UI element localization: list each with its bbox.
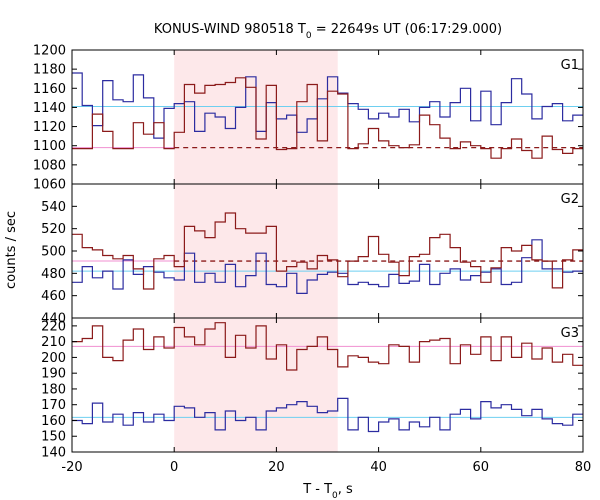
g1-y-tick-label: 1180 (33, 63, 66, 78)
g3-blue-series (72, 397, 583, 433)
x-axis-label-suffix: , s (338, 482, 353, 497)
g3-y-tick-label: 150 (41, 430, 66, 445)
g3-y-tick-label: 170 (41, 398, 66, 413)
x-tick-label: 60 (473, 460, 490, 475)
x-axis-label: T - T0, s (302, 482, 353, 500)
g1-y-tick-label: 1160 (33, 82, 66, 97)
g2-y-tick-label: 460 (41, 289, 66, 304)
chart-title-sub: 0 (306, 31, 312, 41)
g3-y-tick-label: 180 (41, 382, 66, 397)
x-tick-label: 40 (370, 460, 387, 475)
panel-label-g1: G1 (561, 58, 579, 73)
g3-red-series (72, 322, 583, 371)
g3-y-tick-label: 140 (41, 446, 66, 461)
g2-y-tick-label: 480 (41, 267, 66, 282)
chart-title-suffix: = 22649s UT (06:17:29.000) (312, 22, 502, 37)
x-tick-label: 80 (575, 460, 592, 475)
panel-label-g3: G3 (561, 326, 579, 341)
chart-title: KONUS-WIND 980518 T0 = 22649s UT (06:17:… (154, 22, 502, 41)
x-tick-label: -20 (61, 460, 82, 475)
g1-y-tick-label: 1200 (33, 44, 66, 59)
g1-blue-series (72, 72, 583, 139)
plot-layer: 1060 1080 1100 1120 1140 1160 1180 1200 G1 440 460… (33, 44, 591, 476)
g2-y-tick-label: 500 (41, 245, 66, 260)
g1-red-series (72, 77, 583, 159)
x-tick-label: 20 (268, 460, 285, 475)
x-axis-label-sub: 0 (332, 491, 338, 500)
g3-y-tick-label: 190 (41, 367, 66, 382)
x-axis-label-prefix: T - T (302, 482, 332, 497)
chart-title-prefix: KONUS-WIND 980518 T (154, 22, 306, 37)
x-tick-label: 0 (170, 460, 178, 475)
g2-y-tick-label: 440 (41, 312, 66, 327)
g2-y-tick-label: 520 (41, 222, 66, 237)
g1-y-tick-label: 1120 (33, 120, 66, 135)
g1-y-tick-label: 1080 (33, 158, 66, 173)
g3-y-tick-label: 220 (41, 319, 66, 334)
g3-panel-frame (71, 317, 584, 453)
g2-y-tick-label: 540 (41, 200, 66, 215)
y-axis-label: counts / sec (4, 211, 19, 289)
g3-y-tick-label: 160 (41, 414, 66, 429)
g3-y-tick-label: 210 (41, 335, 66, 350)
panel-label-g2: G2 (561, 192, 579, 207)
g2-red-series (72, 212, 583, 290)
g1-y-tick-label: 1100 (33, 139, 66, 154)
g1-y-tick-label: 1060 (33, 178, 66, 193)
g1-y-tick-label: 1140 (33, 101, 66, 116)
g3-y-tick-label: 200 (41, 351, 66, 366)
